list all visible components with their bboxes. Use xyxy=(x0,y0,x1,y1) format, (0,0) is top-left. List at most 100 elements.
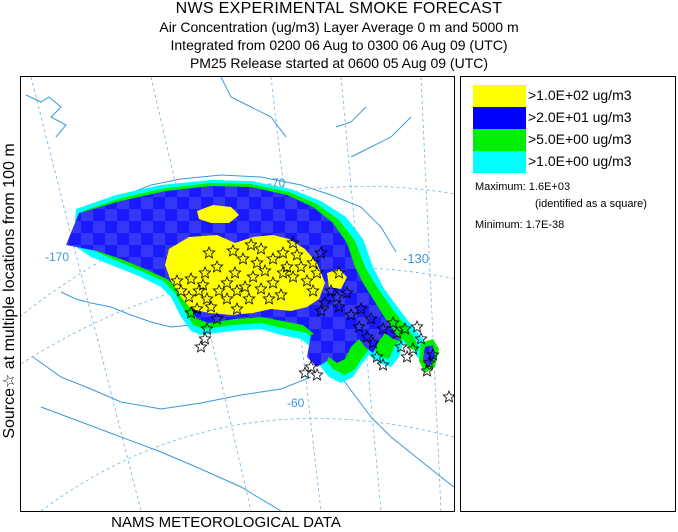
source-star-icon xyxy=(422,355,436,369)
source-star-icon xyxy=(340,285,354,299)
source-star-icon xyxy=(210,311,224,325)
legend-label: >2.0E+01 ug/m3 xyxy=(528,109,632,125)
graticule-label-60: -60 xyxy=(287,396,305,410)
source-star-icon xyxy=(250,255,264,269)
source-star-icon xyxy=(290,247,304,261)
source-star-icon xyxy=(242,291,256,305)
graticule-label-170: -170 xyxy=(45,250,69,264)
source-star-icon xyxy=(244,237,258,251)
source-star-icon xyxy=(202,245,216,259)
integration-period: Integrated from 0200 06 Aug to 0300 06 A… xyxy=(170,37,508,53)
source-star-icon xyxy=(318,295,332,309)
plume-yellow-north xyxy=(197,205,239,223)
source-star-icon xyxy=(294,259,308,273)
source-star-icon xyxy=(376,321,390,335)
source-star-icon xyxy=(376,357,390,371)
source-star-icon xyxy=(370,349,384,363)
legend-swatch-blue xyxy=(473,107,526,129)
legend-panel: >1.0E+02 ug/m3 >2.0E+01 ug/m3 >5.0E+00 u… xyxy=(460,76,676,512)
source-star-icon xyxy=(236,251,250,265)
source-star-icon xyxy=(200,321,214,335)
source-star-icon xyxy=(300,273,314,287)
source-star-icon xyxy=(276,245,290,259)
source-star-icon xyxy=(324,283,338,297)
legend-label: >1.0E+02 ug/m3 xyxy=(528,87,632,103)
legend-entry: >2.0E+01 ug/m3 xyxy=(473,107,673,129)
source-star-icon xyxy=(266,251,280,265)
source-star-icon xyxy=(352,319,366,333)
source-star-icon xyxy=(230,283,244,297)
release-start: PM25 Release started at 0600 05 Aug 09 (… xyxy=(189,55,489,71)
source-star-icon xyxy=(220,275,234,289)
source-star-icon xyxy=(274,287,288,301)
graticule-label-70: -70 xyxy=(268,176,286,190)
source-side-label: Source☆ at multiple locations from 100 m xyxy=(1,143,18,439)
forecast-map: -70 -170 -130 -60 xyxy=(20,76,455,512)
source-star-icon xyxy=(258,263,272,277)
maximum-note: (identified as a square) xyxy=(535,198,647,210)
source-star-icon xyxy=(298,365,312,379)
source-star-icon xyxy=(400,349,414,363)
source-star-icon xyxy=(354,301,368,315)
forecast-title: NWS EXPERIMENTAL SMOKE FORECAST xyxy=(175,0,503,17)
source-star-icon xyxy=(332,299,346,313)
source-star-icon xyxy=(344,307,358,321)
source-star-icon xyxy=(310,265,324,279)
map-canvas: -70 -170 -130 -60 xyxy=(21,77,454,511)
source-star-icon xyxy=(398,321,412,335)
source-star-icon xyxy=(314,245,328,259)
source-star-icon xyxy=(198,331,212,345)
source-star-icon xyxy=(204,299,218,313)
source-star-icon xyxy=(410,319,424,333)
source-star-icon xyxy=(306,255,320,269)
source-star-icon xyxy=(304,359,318,373)
source-star-icon xyxy=(246,269,260,283)
source-star-icon xyxy=(184,271,198,285)
source-star-icon xyxy=(212,283,226,297)
source-star-icon xyxy=(420,363,434,377)
source-star-icon xyxy=(238,279,252,293)
source-star-icon xyxy=(210,259,224,273)
legend-entry: >1.0E+00 ug/m3 xyxy=(473,151,673,173)
source-star-icon xyxy=(228,265,242,279)
legend-swatch-cyan xyxy=(473,151,526,173)
source-star-icon xyxy=(262,291,276,305)
maximum-value: Maximum: 1.6E+03 xyxy=(475,181,571,193)
source-star-icon xyxy=(390,325,404,339)
source-star-icon xyxy=(442,389,454,403)
legend-entry: >1.0E+02 ug/m3 xyxy=(473,85,673,107)
source-star-icon xyxy=(254,281,268,295)
legend-swatch-green xyxy=(473,129,526,151)
legend-label: >5.0E+00 ug/m3 xyxy=(528,131,632,147)
source-star-icon xyxy=(192,283,206,297)
footer-data-source: NAMS METEOROLOGICAL DATA xyxy=(111,514,341,531)
source-star-icon xyxy=(332,265,346,279)
plume-blue-east xyxy=(307,331,333,367)
source-star-icon xyxy=(330,289,344,303)
source-star-icon xyxy=(184,305,198,319)
source-star-icon xyxy=(254,241,268,255)
source-star-icon xyxy=(200,291,214,305)
source-star-icon xyxy=(386,315,400,329)
source-star-icon xyxy=(194,339,208,353)
source-star-icon xyxy=(286,235,300,249)
concentration-subtitle: Air Concentration (ug/m3) Layer Average … xyxy=(159,19,519,35)
source-star-icon xyxy=(226,243,240,257)
source-star-icon xyxy=(198,265,212,279)
source-star-icon xyxy=(266,275,280,289)
source-star-icon xyxy=(174,283,188,297)
source-star-icon xyxy=(276,265,290,279)
source-star-icon xyxy=(196,277,210,291)
source-star-icon xyxy=(306,283,320,297)
source-star-icon xyxy=(426,347,440,361)
source-star-icon xyxy=(190,301,204,315)
source-star-icon xyxy=(280,259,294,273)
source-star-icon xyxy=(414,331,428,345)
source-star-icon xyxy=(286,269,300,283)
source-star-icon xyxy=(366,335,380,349)
source-star-icon xyxy=(314,303,328,317)
plume-yellow-main xyxy=(165,235,325,315)
minimum-value: Minimum: 1.7E-38 xyxy=(475,219,565,231)
source-star-icon xyxy=(364,311,378,325)
source-star-icon xyxy=(310,367,324,381)
